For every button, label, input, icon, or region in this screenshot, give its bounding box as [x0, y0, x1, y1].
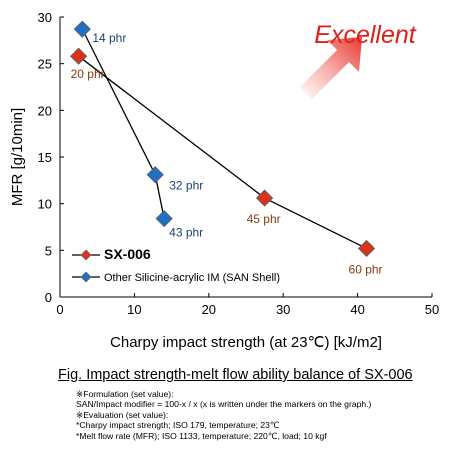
note-line: *Charpy impact strength; ISO 179, temper… [76, 420, 280, 431]
data-point [256, 189, 274, 207]
x-tick-label: 50 [425, 302, 439, 317]
notes: ※Formulation (set value): SAN/Impact mod… [76, 389, 371, 441]
y-tick-label: 0 [45, 290, 52, 305]
data-label: 20 phr [71, 67, 105, 81]
x-tick-label: 10 [127, 302, 141, 317]
y-tick-label: 20 [38, 103, 52, 118]
x-tick-label: 30 [276, 302, 290, 317]
x-tick-label: 0 [56, 302, 63, 317]
data-point [70, 47, 88, 65]
note-line: ※Formulation (set value): [76, 389, 174, 399]
data-label: 43 phr [169, 226, 203, 240]
data-label: 45 phr [247, 212, 281, 226]
series-line-2 [81, 28, 165, 219]
data-point [146, 166, 164, 184]
data-label: 14 phr [92, 31, 126, 45]
y-tick-label: 25 [38, 57, 52, 72]
figure-caption: Fig. Impact strength-melt flow ability b… [58, 367, 413, 383]
legend-entry: Other Silicine-acrylic IM (SAN Shell) [104, 272, 280, 284]
x-tick-label: 40 [350, 302, 364, 317]
data-point [357, 239, 376, 258]
note-line: SAN/Impact modifier = 100-x / x (x is wr… [76, 399, 372, 410]
data-label: 60 phr [349, 262, 383, 276]
y-tick-label: 5 [45, 243, 52, 258]
data-point [155, 210, 173, 228]
note-line: *Melt flow rate (MFR); ISO 1133, tempera… [76, 430, 327, 441]
y-tick-label: 30 [38, 10, 52, 25]
legend-marker [80, 249, 92, 261]
y-tick-label: 15 [38, 150, 52, 165]
data-point [73, 20, 91, 38]
x-tick-label: 20 [202, 302, 216, 317]
chart: 0 10 20 30 40 50 0 5 10 15 20 25 30 Charpy impact str… [9, 10, 439, 351]
y-axis-label: MFR [g/10min] [9, 108, 26, 206]
excellent-arrow-icon [300, 37, 362, 99]
annotation-excellent: Excellent [314, 21, 416, 49]
data-label: 32 phr [169, 179, 203, 193]
legend-marker [80, 271, 92, 283]
legend-entry: SX-006 [104, 246, 151, 262]
y-tick-label: 10 [38, 197, 52, 212]
note-line: ※Evaluation (set value): [76, 409, 169, 420]
x-axis-label: Charpy impact strength (at 23℃) [kJ/m2] [110, 334, 382, 351]
